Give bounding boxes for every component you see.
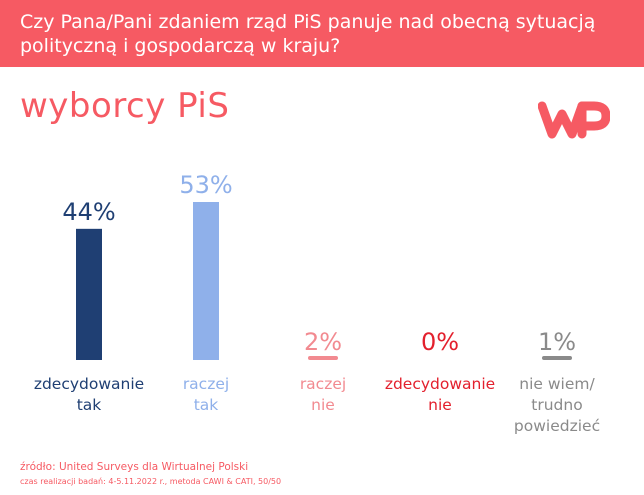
- chart-question-title: Czy Pana/Pani zdaniem rząd PiS panuje na…: [20, 11, 596, 57]
- chart-subtitle: wyborcy PiS: [20, 86, 230, 126]
- value-label-3: 0%: [421, 328, 459, 356]
- header-banner: Czy Pana/Pani zdaniem rząd PiS panuje na…: [0, 0, 644, 67]
- category-label-3: zdecydowanie nie: [385, 375, 495, 414]
- methodology-note: czas realizacji badań: 4-5.11.2022 r., m…: [20, 477, 282, 486]
- value-label-0: 44%: [62, 198, 115, 226]
- bar-0: [76, 228, 102, 360]
- category-label-4: nie wiem/trudno powiedzieć: [514, 375, 600, 435]
- value-label-4: 1%: [538, 328, 576, 356]
- category-label-2: raczej nie: [300, 375, 346, 414]
- value-label-2: 2%: [304, 328, 342, 356]
- category-label-0: zdecydowanie tak: [34, 375, 144, 414]
- value-label-1: 53%: [179, 171, 232, 199]
- bar-1: [193, 202, 219, 360]
- category-label-1: raczej tak: [183, 375, 229, 414]
- source-note: źródło: United Surveys dla Wirtualnej Po…: [20, 461, 249, 473]
- wp-logo-icon: [538, 101, 610, 139]
